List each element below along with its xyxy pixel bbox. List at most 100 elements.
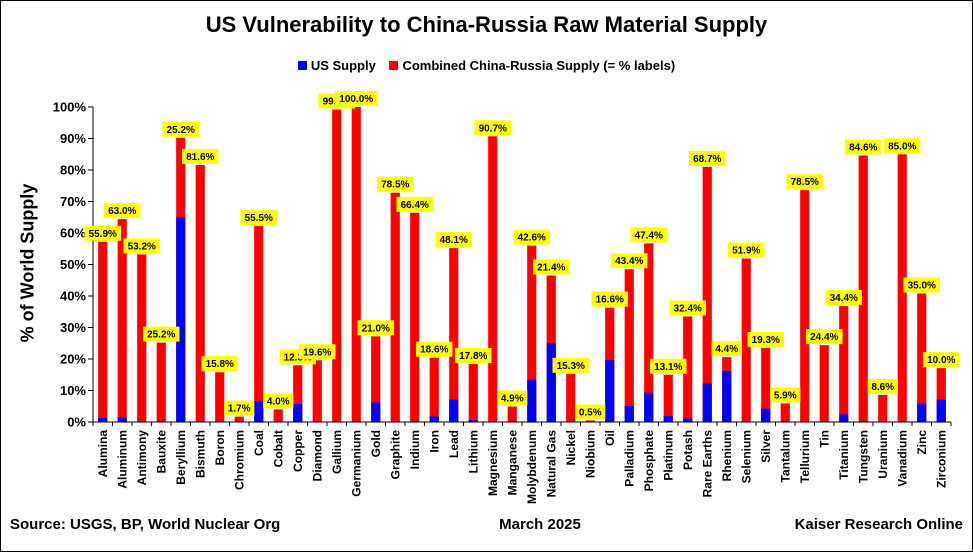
data-label-23: 21.4%: [537, 263, 565, 274]
bar-cr-0: [98, 241, 108, 422]
category-label-19: Lithium: [466, 430, 480, 473]
category-label-24: Nickel: [564, 430, 578, 465]
data-label-17: 18.6%: [420, 345, 448, 356]
data-label-bg-35: [770, 387, 801, 403]
data-label-31: 68.7%: [693, 154, 721, 165]
footer-credit: Kaiser Research Online: [794, 516, 963, 533]
legend-swatch-us: [297, 61, 307, 70]
data-label-33: 51.9%: [732, 246, 760, 257]
category-label-10: Copper: [291, 430, 305, 472]
bar-us-18: [449, 399, 459, 422]
category-label-37: Tin: [817, 430, 831, 448]
category-label-17: Iron: [427, 430, 441, 453]
footer-source: Source: USGS, BP, World Nuclear Org: [10, 516, 281, 533]
chart-legend: US Supply Combined China-Russia Supply (…: [0, 58, 973, 73]
data-label-25: 0.5%: [579, 407, 602, 418]
data-label-2: 53.2%: [128, 241, 156, 252]
data-label-bg-3: [143, 326, 180, 342]
data-label-bg-11: [299, 344, 336, 360]
data-label-14: 21.0%: [362, 323, 390, 334]
bar-cr-16: [410, 212, 420, 422]
category-label-4: Beryllium: [174, 430, 188, 485]
category-label-14: Gold: [369, 430, 383, 457]
category-label-0: Alumina: [96, 430, 110, 478]
footer-date: March 2025: [499, 516, 581, 533]
category-label-40: Uranium: [876, 430, 890, 479]
category-label-29: Platinum: [661, 430, 675, 481]
data-label-21: 4.9%: [501, 394, 524, 405]
bar-us-29: [663, 416, 673, 422]
category-label-13: Germanium: [349, 430, 363, 497]
bar-us-27: [624, 405, 634, 422]
bar-cr-10: [293, 365, 303, 422]
data-label-bg-0: [84, 225, 121, 241]
category-label-1: Aluminum: [115, 430, 129, 489]
bar-us-19: [468, 420, 478, 422]
bar-us-30: [683, 418, 693, 422]
bar-cr-29: [663, 374, 673, 422]
bar-cr-15: [390, 192, 400, 422]
bar-cr-38: [839, 306, 849, 422]
bar-cr-34: [761, 347, 771, 422]
data-label-5: 81.6%: [186, 152, 214, 163]
data-label-11: 19.6%: [303, 347, 331, 358]
category-label-6: Boron: [213, 430, 227, 465]
data-label-bg-28: [630, 227, 667, 243]
data-label-bg-42: [903, 277, 940, 293]
legend-label-cr: Combined China-Russia Supply (= % labels…: [402, 58, 676, 73]
category-label-22: Molybdenum: [525, 430, 539, 504]
data-label-bg-36: [786, 174, 823, 190]
data-label-26: 16.6%: [596, 295, 624, 306]
category-label-7: Chromium: [232, 430, 246, 490]
data-label-29: 13.1%: [654, 362, 682, 373]
bar-us-10: [293, 404, 303, 422]
category-label-23: Natural Gas: [544, 430, 558, 498]
legend-item-cr: Combined China-Russia Supply (= % labels…: [389, 58, 675, 73]
bar-cr-3: [156, 342, 166, 422]
data-label-bg-43: [923, 352, 960, 368]
data-label-34: 19.3%: [752, 335, 780, 346]
bar-us-8: [254, 400, 264, 422]
category-label-39: Tungsten: [856, 430, 870, 483]
bar-us-22: [527, 379, 537, 422]
bar-us-28: [644, 392, 654, 422]
data-label-bg-38: [825, 290, 862, 306]
bar-us-38: [839, 414, 849, 422]
bar-cr-9: [273, 409, 283, 422]
y-tick-label-7: 70%: [60, 194, 86, 209]
category-label-30: Potash: [681, 430, 695, 470]
data-label-24: 15.3%: [557, 361, 585, 372]
y-tick-label-5: 50%: [60, 257, 86, 272]
category-label-38: Titanium: [837, 430, 851, 480]
bar-us-4: [176, 217, 186, 422]
data-label-1: 63.0%: [108, 206, 136, 217]
category-label-18: Lead: [447, 430, 461, 458]
category-label-33: Selenium: [739, 430, 753, 483]
category-label-11: Diamond: [310, 430, 324, 481]
y-tick-label-2: 20%: [60, 352, 86, 367]
data-label-16: 66.4%: [401, 200, 429, 211]
bar-us-14: [371, 402, 381, 422]
data-label-bg-31: [689, 150, 726, 166]
data-label-27: 43.4%: [615, 256, 643, 267]
y-tick-label-0: 0%: [67, 415, 86, 430]
data-label-bg-32: [711, 341, 742, 357]
data-label-bg-41: [884, 138, 921, 154]
data-label-bg-2: [123, 238, 160, 254]
data-label-bg-33: [728, 242, 765, 258]
data-label-19: 17.8%: [459, 351, 487, 362]
data-label-bg-6: [201, 356, 238, 372]
bar-us-1: [117, 417, 127, 422]
bar-cr-37: [819, 345, 829, 422]
data-label-10: 12.3%: [284, 352, 312, 363]
data-label-bg-7: [224, 400, 255, 416]
bar-cr-42: [917, 293, 927, 422]
data-label-bg-15: [377, 176, 414, 192]
data-label-bg-26: [591, 291, 628, 307]
data-label-38: 34.4%: [830, 293, 858, 304]
data-label-41: 85.0%: [888, 141, 916, 152]
data-label-18: 48.1%: [440, 235, 468, 246]
data-label-bg-13: [334, 91, 378, 106]
category-label-32: Rhenium: [720, 430, 734, 481]
data-label-35: 5.9%: [774, 390, 797, 401]
